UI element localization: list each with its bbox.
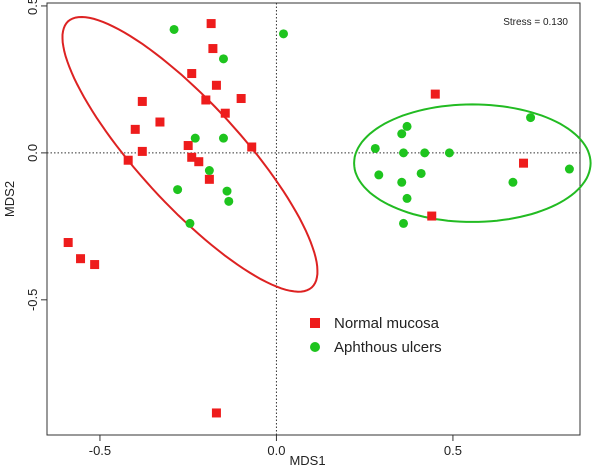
y-tick-label: -0.5 (25, 289, 40, 311)
ellipse-layer (61, 15, 592, 293)
point-aphthous-ulcers (218, 54, 228, 64)
point-aphthous-ulcers (185, 218, 195, 228)
point-aphthous-ulcers (374, 170, 384, 180)
point-normal-mucosa (211, 80, 221, 90)
plot-frame (46, 2, 581, 436)
x-axis-label: MDS1 (289, 453, 325, 468)
point-aphthous-ulcers (173, 185, 183, 195)
point-aphthous-ulcers (508, 177, 518, 187)
point-normal-mucosa (187, 152, 197, 162)
point-aphthous-ulcers (169, 24, 179, 34)
y-tick-label: 0.0 (25, 144, 40, 162)
point-normal-mucosa (236, 94, 246, 104)
point-aphthous-ulcers (564, 164, 574, 174)
point-normal-mucosa (194, 157, 204, 167)
legend: Normal mucosa Aphthous ulcers (310, 315, 442, 356)
point-normal-mucosa (76, 254, 86, 264)
point-normal-mucosa (201, 95, 211, 105)
point-aphthous-ulcers (402, 193, 412, 203)
point-aphthous-ulcers (278, 29, 288, 39)
point-normal-mucosa (220, 108, 230, 118)
x-tick-label: 0.0 (267, 443, 285, 458)
ellipse-normal-mucosa (61, 15, 319, 293)
point-normal-mucosa (519, 158, 529, 168)
point-layer (63, 19, 574, 418)
point-aphthous-ulcers (399, 218, 409, 228)
point-aphthous-ulcers (224, 196, 234, 206)
legend-label-normal-mucosa: Normal mucosa (334, 315, 440, 332)
axes-layer: -0.5 0.0 0.5 -0.5 0.0 0.5 MDS1 MDS2 (2, 0, 462, 468)
point-aphthous-ulcers (399, 148, 409, 158)
point-normal-mucosa (187, 69, 197, 79)
point-normal-mucosa (430, 89, 440, 99)
y-tick-label: 0.5 (25, 0, 40, 15)
point-normal-mucosa (427, 211, 437, 221)
point-aphthous-ulcers (218, 133, 228, 143)
point-normal-mucosa (247, 142, 257, 152)
point-normal-mucosa (130, 124, 140, 134)
point-normal-mucosa (204, 174, 214, 184)
point-aphthous-ulcers (190, 133, 200, 143)
point-normal-mucosa (183, 141, 193, 151)
point-aphthous-ulcers (526, 113, 536, 123)
point-normal-mucosa (137, 146, 147, 156)
x-tick-label: 0.5 (444, 443, 462, 458)
plot-area (46, 2, 581, 436)
point-aphthous-ulcers (397, 177, 407, 187)
point-normal-mucosa (90, 260, 100, 270)
point-normal-mucosa (211, 408, 221, 418)
legend-marker-normal-mucosa (310, 318, 320, 328)
point-normal-mucosa (123, 155, 133, 165)
ellipse-aphthous-ulcers (353, 103, 592, 223)
x-tick-label: -0.5 (89, 443, 111, 458)
point-aphthous-ulcers (402, 121, 412, 131)
stress-annotation: Stress = 0.130 (503, 17, 568, 28)
point-normal-mucosa (63, 238, 73, 248)
point-aphthous-ulcers (416, 168, 426, 178)
y-axis-label: MDS2 (2, 181, 17, 217)
point-aphthous-ulcers (204, 166, 214, 176)
legend-label-aphthous-ulcers: Aphthous ulcers (334, 339, 442, 356)
point-aphthous-ulcers (222, 186, 232, 196)
point-normal-mucosa (208, 44, 218, 54)
point-aphthous-ulcers (370, 143, 380, 153)
point-normal-mucosa (155, 117, 165, 127)
point-aphthous-ulcers (397, 129, 407, 139)
point-aphthous-ulcers (420, 148, 430, 158)
point-normal-mucosa (137, 96, 147, 106)
point-aphthous-ulcers (444, 148, 454, 158)
point-normal-mucosa (206, 19, 216, 29)
legend-marker-aphthous-ulcers (310, 342, 320, 352)
